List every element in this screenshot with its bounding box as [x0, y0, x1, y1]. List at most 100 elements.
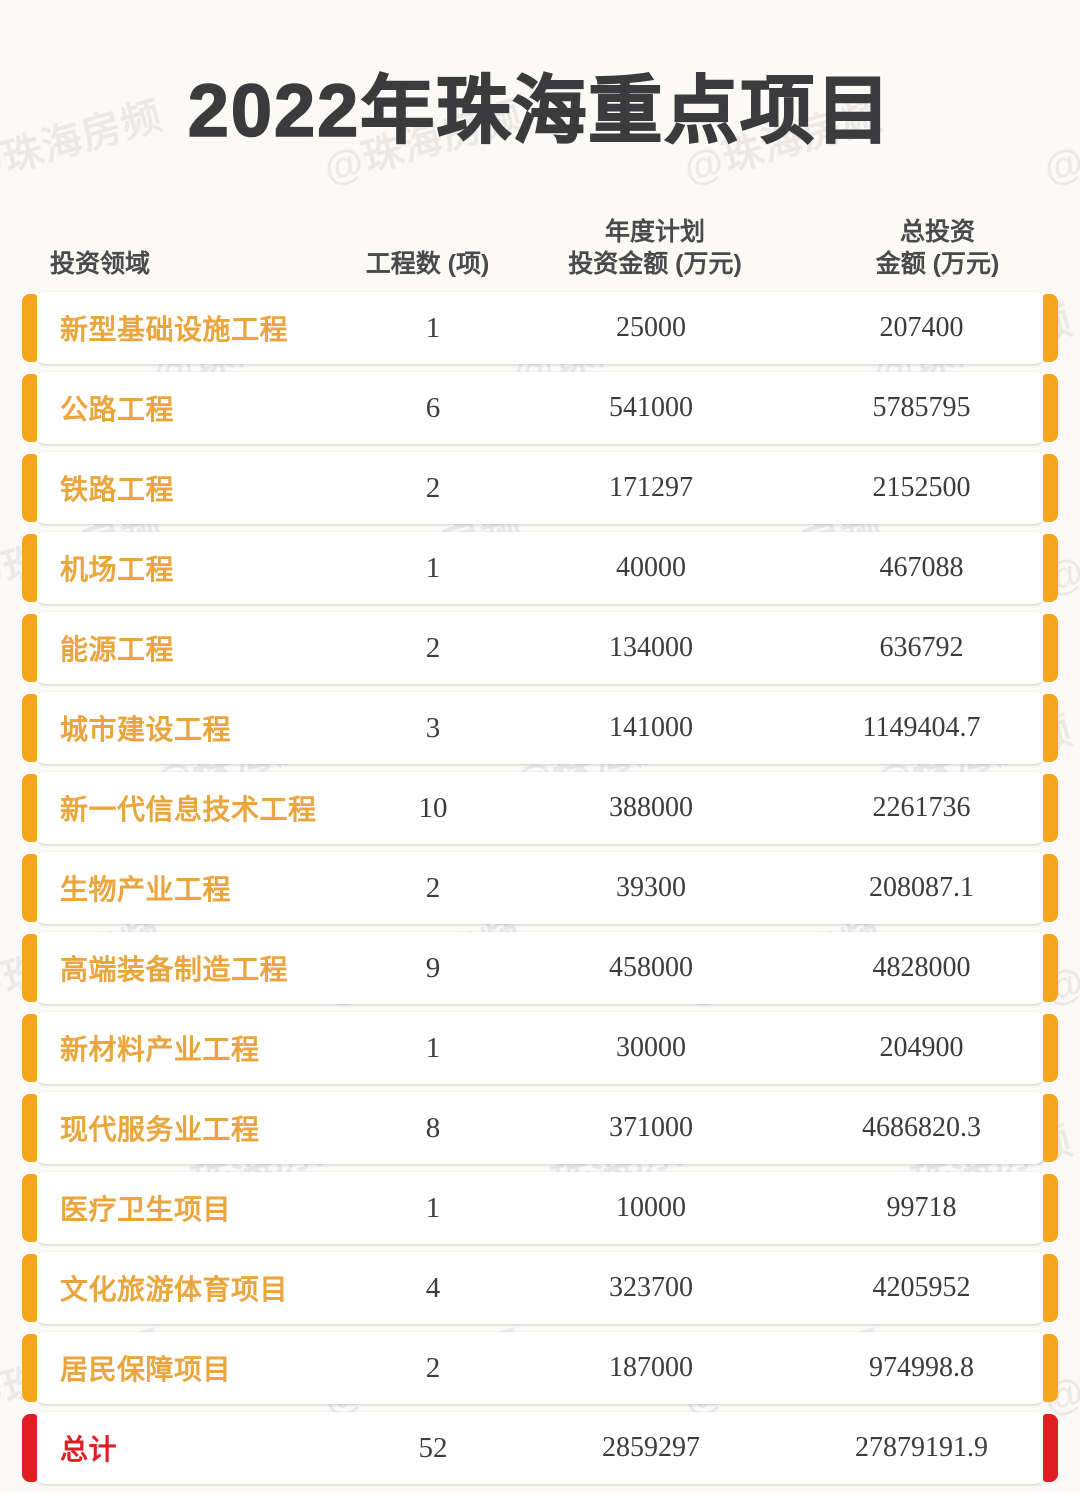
row-cell-label: 医疗卫生项目 [60, 1194, 232, 1226]
row-cell-annual: 171297 [608, 472, 693, 504]
row-cell-annual: 30000 [615, 1032, 686, 1064]
row-content: 文化旅游体育项目 4 323700 4205952 [22, 1252, 1058, 1324]
column-header-total-line1: 总投资 [899, 218, 975, 247]
row-accent-bar-right [1043, 1014, 1058, 1083]
row-cell-count: 1 [425, 551, 441, 584]
table-row[interactable]: 新型基础设施工程 1 25000 207400 [22, 292, 1058, 365]
row-accent-bar-left [22, 1334, 37, 1403]
row-content: 现代服务业工程 8 371000 4686820.3 [22, 1092, 1058, 1164]
table-row[interactable]: 高端装备制造工程 9 458000 4828000 [22, 932, 1058, 1005]
row-content: 生物产业工程 2 39300 208087.1 [22, 852, 1058, 924]
row-accent-bar-left [22, 374, 37, 443]
row-accent-bar-right [1043, 1174, 1058, 1243]
row-cell-total: 2152500 [872, 472, 971, 504]
row-card [36, 1172, 1044, 1245]
row-cell-total: 2261736 [872, 792, 971, 824]
row-cell-count: 52 [418, 1431, 448, 1464]
row-cell-total: 636792 [879, 632, 964, 664]
row-cell-label: 新材料产业工程 [60, 1034, 260, 1066]
row-accent-bar-left [22, 534, 37, 603]
table-row[interactable]: 新一代信息技术工程 10 388000 2261736 [22, 772, 1058, 845]
row-cell-total: 974998.8 [869, 1352, 975, 1384]
row-cell-label: 城市建设工程 [60, 714, 232, 746]
row-cell-label: 文化旅游体育项目 [60, 1274, 289, 1306]
row-cell-total: 5785795 [872, 392, 971, 424]
table-header-row: 投资领域 工程数 (项) 年度计划 投资金额 (万元) 总投资 金额 (万元) [0, 202, 1080, 288]
row-accent-bar-left [22, 294, 37, 363]
row-content: 公路工程 6 541000 5785795 [22, 372, 1058, 444]
row-accent-bar-left [22, 1254, 37, 1323]
row-cell-annual: 458000 [608, 952, 693, 984]
row-cell-label: 铁路工程 [60, 474, 175, 506]
row-cell-count: 1 [425, 1191, 441, 1224]
row-cell-count: 1 [425, 1031, 441, 1064]
row-cell-total: 4205952 [872, 1272, 971, 1304]
column-header-annual-line1: 年度计划 [604, 218, 705, 247]
row-cell-count: 8 [425, 1111, 441, 1144]
row-cell-label: 现代服务业工程 [60, 1114, 260, 1146]
table-row[interactable]: 生物产业工程 2 39300 208087.1 [22, 852, 1058, 925]
row-cell-count: 3 [425, 711, 441, 744]
row-cell-annual: 39300 [615, 872, 686, 904]
row-content: 城市建设工程 3 141000 1149404.7 [22, 692, 1058, 764]
row-cell-label: 生物产业工程 [60, 874, 232, 906]
row-accent-bar-right [1043, 1334, 1058, 1403]
row-cell-label: 能源工程 [60, 634, 175, 666]
table-row[interactable]: 文化旅游体育项目 4 323700 4205952 [22, 1252, 1058, 1325]
row-cell-total: 1149404.7 [862, 712, 981, 744]
row-cell-annual: 187000 [608, 1352, 693, 1384]
row-cell-annual: 388000 [608, 792, 693, 824]
row-content: 医疗卫生项目 1 10000 99718 [22, 1172, 1058, 1244]
row-accent-bar-right [1043, 294, 1058, 363]
row-accent-bar-right [1043, 1094, 1058, 1163]
row-cell-annual: 25000 [615, 312, 686, 344]
row-accent-bar-right [1043, 1254, 1058, 1323]
row-cell-annual: 40000 [615, 552, 686, 584]
row-cell-total: 99718 [886, 1192, 957, 1224]
row-accent-bar-left [22, 1174, 37, 1243]
row-cell-total: 4828000 [872, 952, 971, 984]
row-accent-bar-left [22, 1014, 37, 1083]
table-row[interactable]: 公路工程 6 541000 5785795 [22, 372, 1058, 445]
table-row[interactable]: 能源工程 2 134000 636792 [22, 612, 1058, 685]
table-body: 新型基础设施工程 1 25000 207400 公路工程 6 541000 5785795 铁路… [0, 292, 1080, 1485]
row-cell-total: 467088 [879, 552, 964, 584]
row-cell-label: 新一代信息技术工程 [60, 794, 317, 826]
row-cell-total: 204900 [879, 1032, 964, 1064]
table-row[interactable]: 城市建设工程 3 141000 1149404.7 [22, 692, 1058, 765]
table-total-row[interactable]: 总计 52 2859297 27879191.9 [22, 1412, 1058, 1485]
column-header-count-line1: 工程数 (项) [365, 250, 490, 279]
row-card [36, 612, 1044, 685]
row-cell-count: 6 [425, 391, 441, 424]
row-cell-annual: 2859297 [601, 1432, 700, 1464]
table-row[interactable]: 现代服务业工程 8 371000 4686820.3 [22, 1092, 1058, 1165]
row-cell-count: 2 [425, 871, 441, 904]
row-accent-bar-left [22, 774, 37, 843]
row-content: 新一代信息技术工程 10 388000 2261736 [22, 772, 1058, 844]
table-row[interactable]: 机场工程 1 40000 467088 [22, 532, 1058, 605]
row-cell-count: 9 [425, 951, 441, 984]
row-content: 居民保障项目 2 187000 974998.8 [22, 1332, 1058, 1404]
row-content: 高端装备制造工程 9 458000 4828000 [22, 932, 1058, 1004]
row-content: 能源工程 2 134000 636792 [22, 612, 1058, 684]
row-cell-total: 27879191.9 [855, 1432, 989, 1464]
row-cell-count: 2 [425, 631, 441, 664]
table-row[interactable]: 新材料产业工程 1 30000 204900 [22, 1012, 1058, 1085]
row-card [36, 532, 1044, 605]
row-accent-bar-right [1043, 374, 1058, 443]
row-cell-count: 10 [418, 791, 448, 824]
row-cell-annual: 371000 [608, 1112, 693, 1144]
row-cell-total: 208087.1 [869, 872, 975, 904]
row-accent-bar-left [22, 614, 37, 683]
table-row[interactable]: 铁路工程 2 171297 2152500 [22, 452, 1058, 525]
row-cell-annual: 323700 [608, 1272, 693, 1304]
row-cell-total: 4686820.3 [862, 1112, 982, 1144]
row-accent-bar-right [1043, 774, 1058, 843]
row-accent-bar-right [1043, 534, 1058, 603]
row-cell-annual: 10000 [615, 1192, 686, 1224]
table-row[interactable]: 居民保障项目 2 187000 974998.8 [22, 1332, 1058, 1405]
row-cell-label: 总计 [60, 1434, 118, 1466]
table-row[interactable]: 医疗卫生项目 1 10000 99718 [22, 1172, 1058, 1245]
row-cell-label: 高端装备制造工程 [60, 954, 289, 986]
column-header-label: 投资领域 [0, 248, 340, 280]
